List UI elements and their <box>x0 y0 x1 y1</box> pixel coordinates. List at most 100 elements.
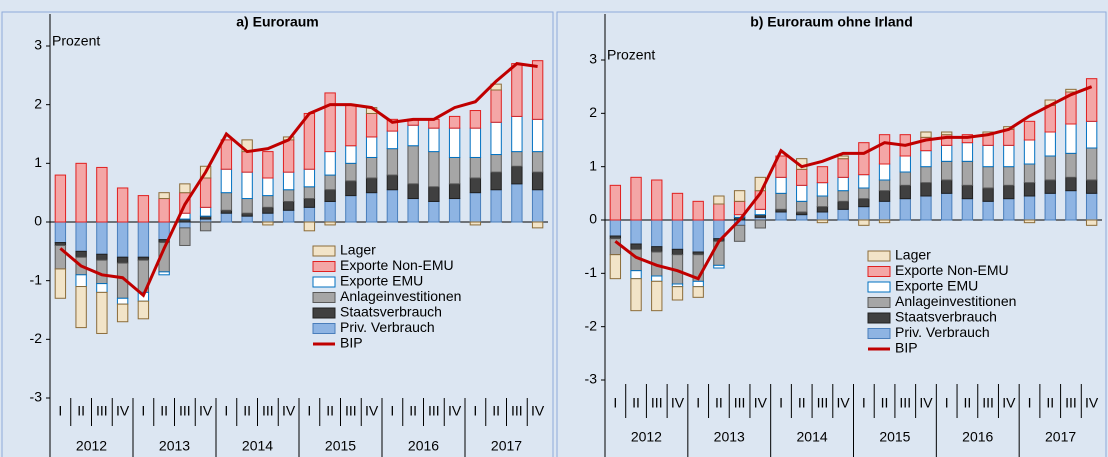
bar-segment <box>920 150 932 168</box>
bar-segment <box>490 121 502 156</box>
bar-segment <box>407 124 419 147</box>
bar-segment <box>630 243 642 250</box>
legend-swatch <box>312 307 336 319</box>
bar-segment <box>448 156 461 185</box>
legend-swatch <box>312 245 336 257</box>
x-tick-label: III <box>179 403 191 419</box>
bar-segment <box>262 177 274 197</box>
x-tick-label: IV <box>837 395 851 411</box>
bar-segment <box>303 112 316 170</box>
bar-segment <box>941 160 953 181</box>
bar-segment <box>692 200 704 221</box>
x-tick-label: II <box>1046 395 1054 411</box>
bar-segment <box>775 176 787 194</box>
bar-segment <box>137 221 150 258</box>
legend-label: Staatsverbrauch <box>895 309 997 325</box>
bar-segment <box>816 182 829 197</box>
y-tick-label: 2 <box>589 104 597 120</box>
bar-segment <box>816 206 829 213</box>
bar-segment <box>324 200 336 223</box>
year-label: 2014 <box>242 438 273 454</box>
y-tick-label: 1 <box>34 154 42 170</box>
year-label: 2016 <box>962 429 993 445</box>
y-tick-label: 2 <box>34 95 42 111</box>
bar-segment <box>282 139 295 173</box>
bar-segment <box>262 212 274 223</box>
x-tick-label: II <box>798 395 806 411</box>
bar-segment <box>961 142 974 162</box>
bar-segment <box>899 184 911 200</box>
bar-segment <box>490 89 502 123</box>
bar-segment <box>1023 120 1036 141</box>
x-tick-label: III <box>511 403 523 419</box>
bar-segment <box>1023 182 1036 197</box>
x-tick-label: II <box>492 403 500 419</box>
bar-segment <box>116 256 129 264</box>
bar-segment <box>816 219 829 224</box>
bar-segment <box>179 221 191 229</box>
bar-segment <box>345 195 357 223</box>
legend-swatch <box>867 312 891 324</box>
bar-segment <box>899 198 911 221</box>
bar-segment <box>1023 219 1036 224</box>
bar-segment <box>651 275 663 282</box>
bar-segment <box>1044 179 1056 194</box>
panel-title: a) Euroraum <box>236 14 318 30</box>
x-tick-label: III <box>345 403 357 419</box>
bar-segment <box>531 221 544 229</box>
year-label: 2017 <box>1045 429 1076 445</box>
bar-segment <box>324 174 336 191</box>
y-tick-label: 1 <box>589 157 597 173</box>
bar-segment <box>511 63 523 117</box>
bar-segment <box>241 151 253 173</box>
bar-segment <box>630 176 642 221</box>
x-tick-label: II <box>326 403 334 419</box>
bar-segment <box>262 221 274 226</box>
bar-segment <box>899 155 911 173</box>
bar-segment <box>609 184 622 221</box>
x-tick-label: IV <box>1002 395 1016 411</box>
bar-segment <box>609 219 622 237</box>
line <box>614 85 1093 281</box>
bar-segment <box>54 174 67 223</box>
x-tick-label: I <box>58 403 62 419</box>
bar-segment <box>158 221 170 241</box>
bar-segment <box>671 286 684 301</box>
bar-segment <box>54 268 67 299</box>
bar-segment <box>941 179 953 194</box>
x-tick-label: II <box>964 395 972 411</box>
bar-segment <box>365 156 378 179</box>
x-tick-label: I <box>141 403 145 419</box>
bar-segment <box>531 118 544 153</box>
x-tick-label: II <box>632 395 640 411</box>
legend-label: Priv. Verbrauch <box>340 319 435 335</box>
bar-segment <box>96 221 108 255</box>
y-tick-label: -3 <box>585 371 598 387</box>
bar-segment <box>961 160 974 186</box>
bar-segment <box>941 192 953 221</box>
bar-segment <box>158 198 170 223</box>
bar-segment <box>961 198 974 221</box>
bar-segment <box>733 224 746 242</box>
bar-segment <box>428 127 440 153</box>
year-label: 2016 <box>408 438 439 454</box>
bar-segment <box>1003 198 1015 221</box>
x-tick-label: II <box>409 403 417 419</box>
legend-label: Exporte Non-EMU <box>340 257 454 273</box>
year-label: 2017 <box>491 438 522 454</box>
bar-segment <box>651 219 663 248</box>
legend-label: Exporte EMU <box>895 278 978 294</box>
y-tick-label: -1 <box>30 271 43 287</box>
y-tick-label: 0 <box>589 211 597 227</box>
bar-segment <box>407 183 419 200</box>
x-tick-label: IV <box>531 403 545 419</box>
legend-swatch <box>867 297 891 308</box>
bar-segment <box>531 189 544 223</box>
x-tick-label: II <box>881 395 889 411</box>
y-tick-label: -2 <box>585 317 598 333</box>
legend-swatch <box>312 292 336 303</box>
bar-segment <box>775 192 787 210</box>
bar-segment <box>837 158 849 178</box>
x-tick-label: IV <box>448 403 462 419</box>
